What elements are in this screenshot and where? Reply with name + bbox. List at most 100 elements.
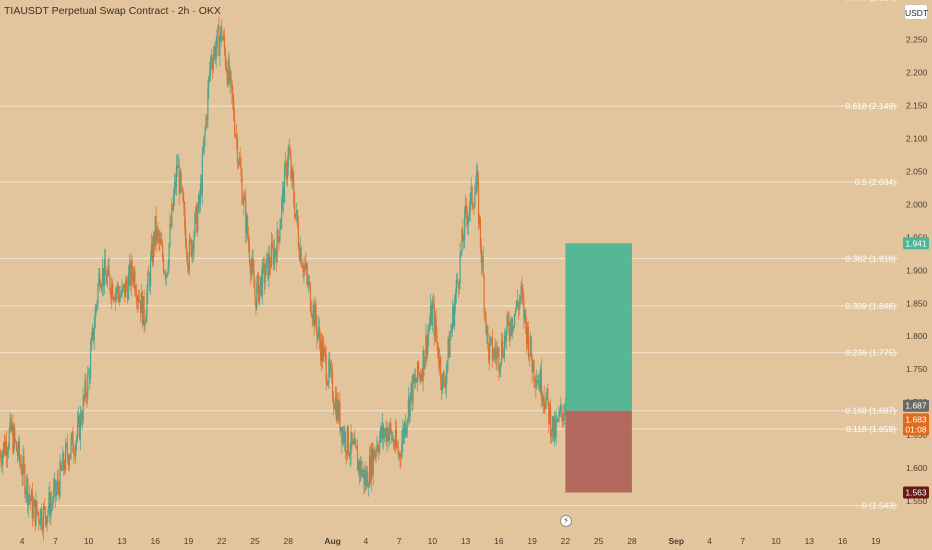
candle	[30, 490, 33, 502]
candle	[271, 243, 274, 247]
candle	[88, 372, 90, 373]
candle	[297, 225, 300, 247]
candle	[150, 243, 153, 258]
candle	[444, 385, 446, 388]
candle	[415, 378, 417, 383]
candle	[481, 256, 483, 264]
candle	[484, 310, 486, 313]
candle	[34, 500, 36, 526]
candle	[448, 338, 450, 358]
candle	[392, 438, 395, 446]
candle	[12, 425, 14, 452]
candle	[43, 506, 45, 508]
candle	[416, 361, 419, 382]
candle	[406, 419, 409, 427]
candle	[488, 344, 490, 361]
candle	[185, 227, 187, 248]
candle	[249, 262, 251, 275]
candle	[520, 286, 522, 298]
time-axis[interactable]: 4 7 10 13 16 19 22 25 28 Aug 4 7 10 13 16 19 22 25 28 Sep 4 7…	[20, 536, 881, 546]
candle	[81, 421, 83, 423]
symbol-header[interactable]: TIAUSDT Perpetual Swap Contract · 2h · O…	[4, 5, 221, 17]
long-position[interactable]	[565, 243, 632, 493]
candle	[222, 36, 225, 40]
candle	[456, 279, 458, 283]
candle	[139, 300, 142, 314]
candle	[149, 275, 151, 286]
candle	[416, 381, 418, 383]
candle	[491, 337, 494, 360]
candle	[545, 397, 547, 409]
fib-label: 0.118 (1.659)	[846, 424, 896, 434]
candle	[489, 340, 491, 361]
candle	[342, 430, 344, 443]
candle	[370, 447, 372, 481]
candle	[331, 371, 334, 400]
candle	[261, 263, 263, 297]
candle	[10, 417, 12, 431]
candle	[549, 406, 551, 423]
candle	[303, 265, 305, 272]
candle	[468, 210, 470, 217]
candles	[0, 16, 567, 541]
candle	[338, 402, 340, 420]
candle	[201, 153, 203, 194]
time-tick-label: 4	[20, 536, 25, 546]
candle	[27, 478, 29, 506]
candle	[20, 463, 22, 474]
candle	[172, 204, 174, 210]
candle	[353, 441, 355, 445]
candle	[436, 335, 438, 342]
candle	[315, 304, 317, 324]
candle	[26, 478, 28, 492]
fib-label: 0.309 (1.846)	[845, 301, 896, 311]
candle	[528, 353, 530, 357]
candle	[210, 57, 213, 64]
time-tick-label: 13	[805, 536, 815, 546]
candle	[31, 490, 33, 519]
candle	[161, 244, 163, 245]
candle	[1, 461, 3, 465]
candle	[126, 285, 129, 300]
candle	[472, 206, 474, 207]
candle	[410, 383, 412, 393]
candle	[427, 335, 429, 355]
bar-countdown: 01:08	[905, 424, 927, 434]
candle	[227, 60, 229, 85]
candle	[350, 432, 352, 454]
candle	[334, 396, 336, 410]
candle	[532, 360, 534, 373]
candle	[307, 274, 309, 285]
candle	[552, 416, 554, 439]
candle	[496, 351, 498, 360]
candle	[319, 327, 321, 342]
candle	[529, 336, 531, 354]
candle	[111, 283, 113, 299]
candle	[50, 502, 52, 517]
time-tick-label: 10	[771, 536, 781, 546]
candle	[3, 442, 5, 453]
candle	[213, 46, 215, 56]
candle	[453, 306, 455, 326]
session-break-icon[interactable]: ⚡	[560, 515, 572, 527]
position-stop-zone[interactable]	[565, 410, 632, 493]
candle	[368, 456, 371, 487]
candle	[28, 495, 31, 499]
candle	[271, 243, 273, 268]
time-tick-label: 25	[594, 536, 604, 546]
currency-button[interactable]: USDT	[904, 4, 928, 20]
candle	[475, 186, 477, 194]
candle	[319, 341, 322, 361]
candle	[466, 216, 469, 225]
candle	[379, 438, 381, 453]
candle	[49, 492, 51, 517]
position-target-zone[interactable]	[565, 243, 632, 411]
candle	[396, 445, 398, 448]
candle	[89, 349, 92, 379]
candle	[19, 459, 21, 464]
candle	[268, 254, 270, 279]
candle	[6, 452, 8, 457]
candle	[64, 444, 67, 471]
